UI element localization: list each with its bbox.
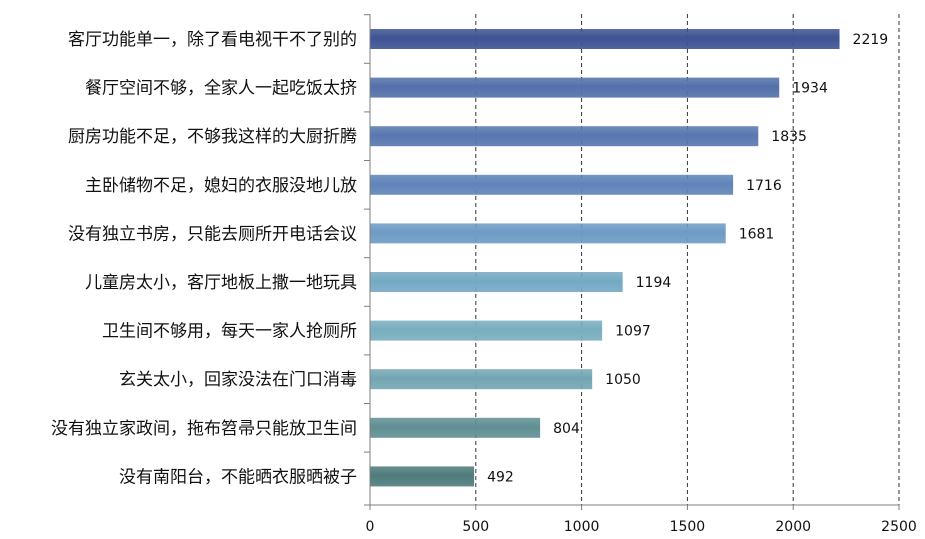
bar-8 (370, 417, 541, 438)
bar-9 (370, 466, 475, 487)
category-label-8: 没有独立家政间，拖布笤帚只能放卫生间 (51, 419, 357, 439)
axes (364, 14, 900, 510)
bar-0 (370, 29, 840, 49)
bar-4 (370, 223, 726, 244)
x-tick-label-4: 2000 (775, 519, 811, 535)
bar-1 (370, 77, 780, 98)
bars (370, 29, 840, 487)
value-label-9: 492 (487, 469, 514, 485)
category-label-0: 客厅功能单一，除了看电视干不了别的 (68, 30, 357, 50)
bar-5 (370, 272, 623, 292)
value-label-0: 2219 (853, 32, 889, 48)
x-tick-label-5: 2500 (881, 519, 917, 535)
category-label-2: 厨房功能不足，不够我这样的大厨折腾 (68, 127, 357, 147)
value-label-7: 1050 (605, 372, 641, 388)
category-label-7: 玄关太小，回家没法在门口消毒 (119, 370, 357, 390)
value-label-2: 1835 (771, 129, 807, 145)
x-tick-label-1: 500 (462, 519, 489, 535)
bar-7 (370, 369, 593, 390)
category-label-6: 卫生间不够用，每天一家人抢厕所 (102, 322, 357, 342)
value-label-5: 1194 (636, 275, 672, 291)
bar-3 (370, 174, 734, 195)
category-label-3: 主卧储物不足，媳妇的衣服没地儿放 (85, 176, 357, 196)
labels: 2219 客厅功能单一，除了看电视干不了别的 1934 餐厅空间不够，全家人一起吃饭太… (51, 30, 917, 535)
value-label-6: 1097 (615, 324, 651, 340)
bar-6 (370, 320, 603, 341)
value-label-1: 1934 (792, 81, 828, 97)
value-label-8: 804 (553, 421, 580, 437)
category-label-5: 儿童房太小，客厅地板上撒一地玩具 (85, 273, 357, 293)
x-tick-label-3: 1500 (670, 519, 706, 535)
category-label-9: 没有南阳台，不能晒衣服晒被子 (119, 467, 357, 487)
category-label-1: 餐厅空间不够，全家人一起吃饭太挤 (85, 79, 357, 99)
x-tick-label-2: 1000 (564, 519, 600, 535)
value-label-3: 1716 (746, 178, 782, 194)
value-label-4: 1681 (739, 226, 775, 242)
x-tick-label-0: 0 (366, 519, 375, 535)
category-label-4: 没有独立书房，只能去厕所开电话会议 (68, 224, 357, 244)
bar-2 (370, 126, 759, 147)
